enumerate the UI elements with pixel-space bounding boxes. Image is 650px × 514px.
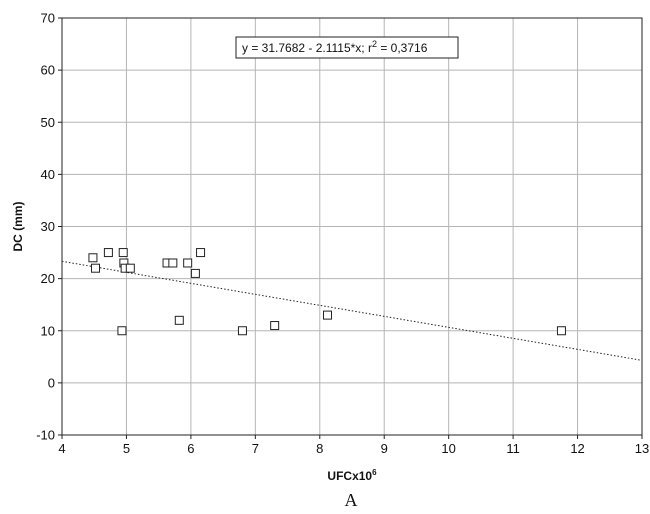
x-tick-label: 13 <box>635 441 649 456</box>
x-tick-label: 5 <box>123 441 130 456</box>
x-tick-label: 7 <box>252 441 259 456</box>
data-point <box>168 258 178 268</box>
y-tick-label: 20 <box>41 271 55 286</box>
data-point <box>118 248 128 258</box>
x-tick-label: 12 <box>570 441 584 456</box>
y-tick-labels: -10 0 10 20 30 40 50 60 70 <box>36 11 62 443</box>
data-point <box>103 248 113 258</box>
regression-equation-box: y = 31.7682 - 2.1115*x; r2 = 0,3716 <box>235 36 459 59</box>
x-tick-label: 11 <box>506 441 520 456</box>
y-tick-label: 70 <box>41 11 55 26</box>
y-tick-label: 10 <box>41 323 55 338</box>
data-point <box>270 321 280 331</box>
data-point <box>117 326 127 336</box>
y-tick-label: -10 <box>36 428 55 443</box>
y-tick-label: 60 <box>41 63 55 78</box>
y-tick-label: 0 <box>48 375 55 390</box>
data-point <box>196 248 206 258</box>
regression-layer <box>61 260 643 361</box>
data-point <box>183 258 193 268</box>
x-tick-label: 10 <box>441 441 455 456</box>
y-axis-label: DC (mm) <box>11 201 25 251</box>
y-tick-label: 30 <box>41 219 55 234</box>
y-tick-label: 40 <box>41 167 55 182</box>
data-point <box>190 268 200 278</box>
panel-label: A <box>345 490 358 510</box>
data-point <box>125 263 135 273</box>
data-point <box>174 315 184 325</box>
data-point <box>556 326 566 336</box>
data-point <box>91 263 101 273</box>
data-point <box>323 310 333 320</box>
x-axis-label: UFCx106 <box>327 468 377 483</box>
grid-lines <box>61 17 643 436</box>
x-tick-label: 9 <box>381 441 388 456</box>
regression-equation: y = 31.7682 - 2.1115*x; r2 = 0,3716 <box>242 39 428 55</box>
x-tick-label: 8 <box>316 441 323 456</box>
data-points <box>88 248 566 336</box>
regression-line <box>61 260 643 361</box>
x-tick-label: 4 <box>58 441 65 456</box>
data-point <box>237 326 247 336</box>
data-point <box>88 253 98 263</box>
x-tick-label: 6 <box>187 441 194 456</box>
x-tick-labels: 4 5 6 7 8 9 10 11 12 13 <box>58 435 649 456</box>
y-tick-label: 50 <box>41 115 55 130</box>
